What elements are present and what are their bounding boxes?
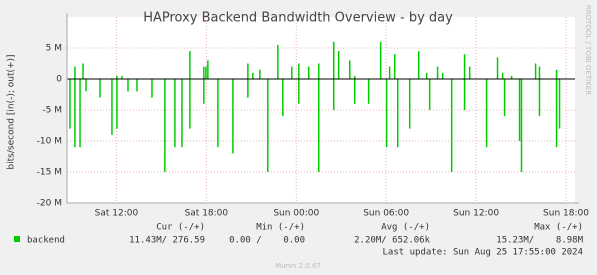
side-label: RRDTOOL / TOBI OETIKER: [584, 5, 592, 95]
y-tick-label: 5 M: [46, 44, 62, 54]
legend-swatch: [14, 236, 20, 242]
y-tick-label: -15 M: [37, 168, 62, 178]
y-tick-label: 0: [56, 75, 62, 85]
legend-header: Cur (-/+): [156, 223, 205, 233]
legend-value: 0.00 / 0.00: [229, 236, 305, 246]
legend-value: 2.20M/ 652.06k: [354, 236, 430, 246]
y-tick-label: -10 M: [37, 137, 62, 147]
y-tick-label: -5 M: [42, 106, 62, 116]
legend-header: Avg (-/+): [381, 223, 430, 233]
legend-header: Max (-/+): [534, 223, 583, 233]
legend-value: 11.43M/ 276.59: [129, 236, 205, 246]
footer: Munin 2.0.67: [275, 262, 321, 270]
x-tick-label: Sun 06:00: [363, 209, 409, 219]
y-tick-label: -20 M: [37, 199, 62, 209]
x-tick-label: Sun 12:00: [453, 209, 499, 219]
legend-header: Min (-/+): [256, 223, 305, 233]
x-tick-label: Sun 18:00: [543, 209, 589, 219]
last-update: Last update: Sun Aug 25 17:55:00 2024: [383, 248, 583, 258]
x-tick-label: Sat 18:00: [185, 209, 229, 219]
x-tick-label: Sat 12:00: [95, 209, 139, 219]
chart-title: HAProxy Backend Bandwidth Overview - by …: [143, 11, 453, 26]
x-tick-label: Sun 00:00: [273, 209, 319, 219]
plot-area: [67, 17, 575, 203]
legend-entry: backend: [27, 236, 65, 246]
y-axis-label: bits/second [in(-); out(+)]: [7, 54, 17, 169]
legend-value: 15.23M/ 8.98M: [496, 236, 583, 246]
